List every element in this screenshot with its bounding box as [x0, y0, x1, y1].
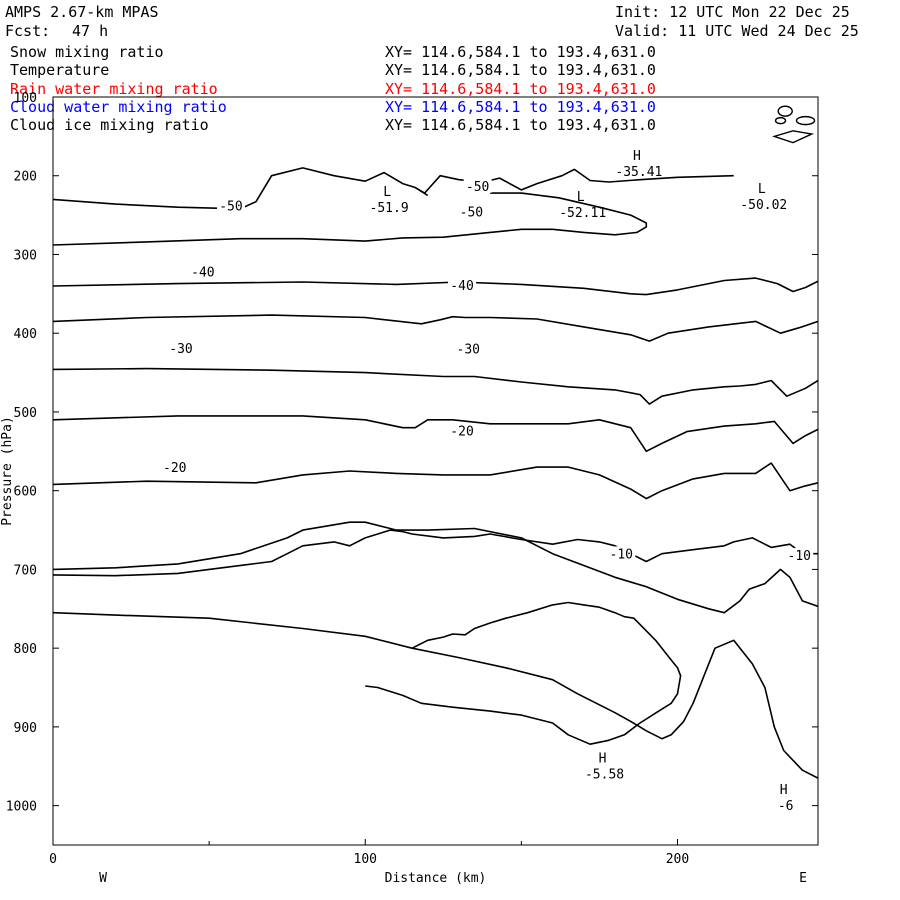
y-tick-label: 100 — [14, 91, 37, 106]
temperature-contour — [365, 601, 682, 745]
temperature-contour — [53, 611, 818, 779]
contour-label: -40 — [450, 279, 473, 294]
temperature-contour — [53, 521, 818, 614]
extremum-value: -5.58 — [585, 767, 624, 782]
fcst-value: 47 h — [72, 22, 109, 40]
contour-label: -20 — [163, 461, 186, 476]
temperature-contour — [53, 529, 818, 577]
temperature-contour — [53, 167, 734, 210]
y-tick-label: 200 — [14, 170, 37, 185]
contour-label-bg — [785, 548, 814, 563]
field-name-temperature: Temperature — [10, 61, 110, 79]
y-tick-label: 900 — [14, 721, 37, 736]
temperature-contour — [53, 367, 818, 405]
contour-label-bg — [188, 264, 217, 279]
field-xy-snow: XY= 114.6,584.1 to 193.4,631.0 — [385, 43, 656, 61]
contour-label: -50 — [466, 180, 489, 195]
extremum-kind: L — [758, 182, 766, 197]
extremum-kind: L — [383, 185, 391, 200]
extremum-value: -35.41 — [615, 165, 662, 180]
y-tick-label: 700 — [14, 563, 37, 578]
contour-label-bg — [463, 178, 492, 193]
contour-label-bg — [448, 277, 477, 292]
contour-label: -50 — [219, 199, 242, 214]
x-end-label-west: W — [99, 871, 107, 886]
model-title: AMPS 2.67-km MPAS — [5, 3, 159, 21]
field-xy-cloud-ice: XY= 114.6,584.1 to 193.4,631.0 — [385, 116, 656, 134]
x-tick-label: 0 — [49, 852, 57, 867]
extremum-value: -52.11 — [559, 206, 606, 221]
field-name-rain: Rain water mixing ratio — [10, 80, 218, 98]
temperature-contour — [53, 277, 818, 296]
cloud-ice-contour — [771, 130, 815, 144]
extremum-kind: H — [633, 149, 641, 164]
field-name-snow: Snow mixing ratio — [10, 43, 164, 61]
contour-label-bg — [607, 546, 636, 561]
contour-label-bg — [216, 198, 245, 213]
contour-label-bg — [167, 340, 196, 355]
x-tick-label: 100 — [354, 852, 377, 867]
extremum-value: -6 — [778, 799, 794, 814]
extremum-value: -51.9 — [370, 201, 409, 216]
cloud-ice-contour — [795, 115, 816, 126]
temperature-contour — [53, 314, 818, 342]
temperature-contour — [53, 415, 818, 453]
x-tick-label: 200 — [666, 852, 689, 867]
contour-label-bg — [160, 459, 189, 474]
contour-label: -50 — [460, 206, 483, 221]
y-tick-label: 600 — [14, 485, 37, 500]
x-axis-label: Distance (km) — [385, 871, 487, 886]
y-tick-label: 500 — [14, 406, 37, 421]
init-time: Init: 12 UTC Mon 22 Dec 25 — [615, 3, 850, 21]
contour-label-bg — [448, 423, 477, 438]
contour-label-bg — [457, 204, 486, 219]
field-xy-cloud-water: XY= 114.6,584.1 to 193.4,631.0 — [385, 98, 656, 116]
plot-frame — [52, 96, 819, 846]
field-xy-rain: XY= 114.6,584.1 to 193.4,631.0 — [385, 80, 656, 98]
valid-time: Valid: 11 UTC Wed 24 Dec 25 — [615, 22, 859, 40]
field-xy-temperature: XY= 114.6,584.1 to 193.4,631.0 — [385, 61, 656, 79]
contour-label: -10 — [788, 549, 811, 564]
extremum-value: -50.02 — [740, 198, 787, 213]
extremum-kind: L — [577, 190, 585, 205]
field-name-cloud-ice: Cloud ice mixing ratio — [10, 116, 209, 134]
contour-label-bg — [454, 341, 483, 356]
temperature-contour — [53, 192, 648, 246]
contour-label: -30 — [457, 343, 480, 358]
temperature-contour — [53, 462, 818, 500]
cloud-ice-contour — [774, 116, 787, 125]
extremum-kind: H — [780, 783, 788, 798]
temperature-contour — [414, 186, 429, 197]
fcst-label: Fcst: — [5, 22, 51, 40]
cloud-ice-contour — [777, 105, 793, 117]
contour-label: -30 — [169, 342, 192, 357]
contour-label: -20 — [450, 425, 473, 440]
y-tick-label: 1000 — [6, 800, 37, 815]
y-tick-label: 800 — [14, 642, 37, 657]
y-tick-label: 300 — [14, 248, 37, 263]
field-name-cloud-water: Cloud water mixing ratio — [10, 98, 227, 116]
y-axis-label: Pressure (hPa) — [0, 416, 15, 526]
y-tick-label: 400 — [14, 327, 37, 342]
x-end-label-east: E — [799, 871, 807, 886]
contour-label: -10 — [610, 547, 633, 562]
contour-label: -40 — [191, 266, 214, 281]
extremum-kind: H — [599, 751, 607, 766]
